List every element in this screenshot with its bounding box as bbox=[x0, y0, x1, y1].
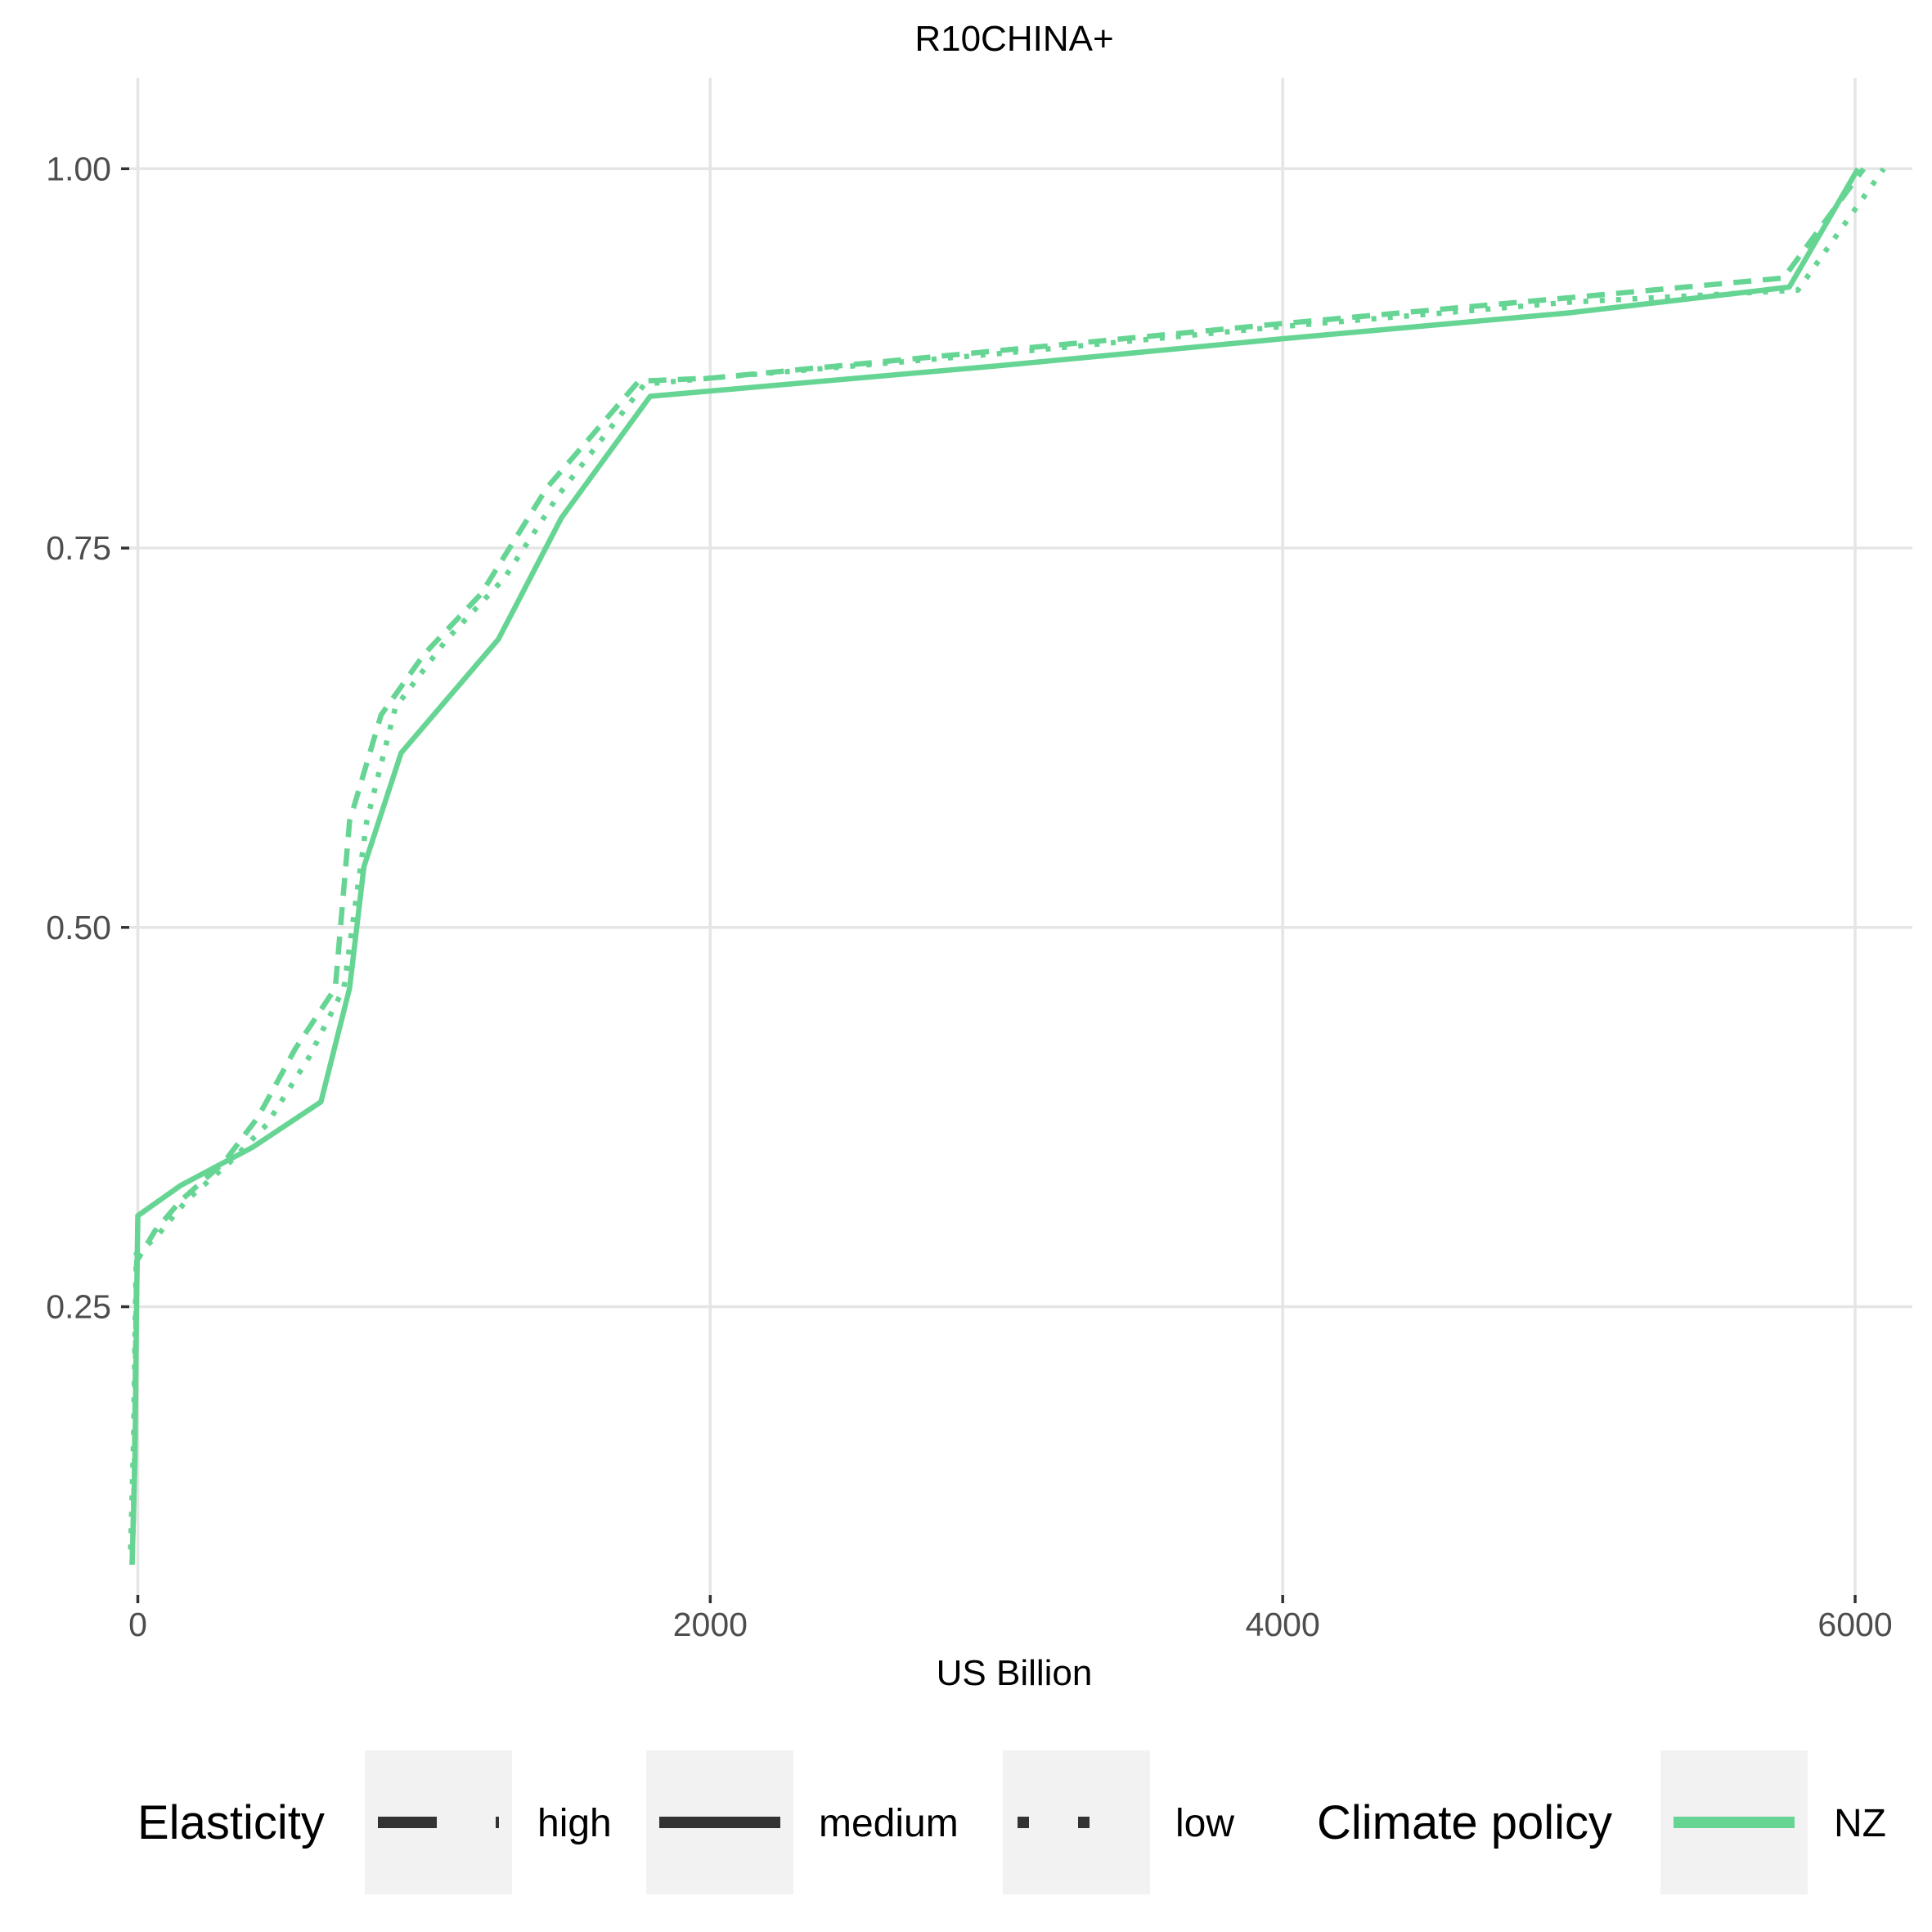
y-tick-label: 0.75 bbox=[46, 529, 111, 567]
x-tick-label: 6000 bbox=[1817, 1606, 1892, 1643]
x-axis-label: US Billion bbox=[937, 1653, 1093, 1693]
legend-title-climate-policy: Climate policy bbox=[1317, 1796, 1612, 1849]
legend: Elasticity high medium low Climate polic… bbox=[137, 1750, 1886, 1894]
legend-label-low: low bbox=[1175, 1802, 1234, 1845]
y-tick-label: 0.50 bbox=[46, 909, 111, 946]
legend-label-high: high bbox=[537, 1802, 612, 1845]
plot-area bbox=[128, 167, 1886, 1565]
series-line-low bbox=[128, 167, 1886, 1550]
legend-label-medium: medium bbox=[819, 1802, 959, 1845]
legend-label-nz: NZ bbox=[1834, 1802, 1886, 1845]
series-line-medium bbox=[129, 167, 1861, 1565]
legend-title-elasticity: Elasticity bbox=[137, 1796, 325, 1849]
y-tick-label: 1.00 bbox=[46, 150, 111, 187]
gridlines bbox=[129, 78, 1912, 1595]
series-line-high bbox=[129, 167, 1867, 1565]
x-tick-label: 0 bbox=[128, 1606, 147, 1643]
y-tick-label: 0.25 bbox=[46, 1288, 111, 1326]
x-tick-label: 4000 bbox=[1246, 1606, 1320, 1643]
chart-title: R10CHINA+ bbox=[914, 19, 1113, 59]
x-tick-label: 2000 bbox=[673, 1606, 748, 1643]
axes: 0 2000 4000 6000 0.25 0.50 0.75 1.00 bbox=[46, 150, 1892, 1643]
